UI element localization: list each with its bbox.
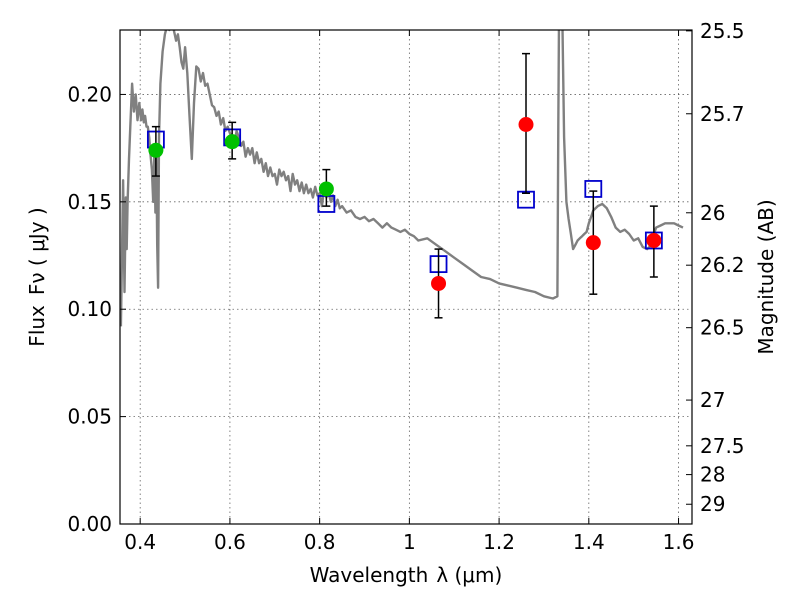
x-tick-label: 0.4 (124, 530, 156, 554)
markers-layer (146, 52, 663, 319)
y-axis-label-word: Flux (25, 305, 49, 347)
measured-point (646, 232, 662, 248)
y-tick-label: 0.00 (67, 512, 112, 536)
x-tick-label: 1.6 (663, 530, 695, 554)
mag-tick-label: 27.5 (700, 434, 745, 458)
mag-tick-label: 26 (700, 201, 725, 225)
mag-tick-label: 28 (700, 463, 725, 487)
mag-tick-label: 25.5 (700, 19, 745, 43)
measured-point (518, 117, 534, 133)
x-tick-label: 1.2 (483, 530, 515, 554)
y2-axis-label: Magnitude (AB) (754, 199, 778, 354)
y-tick-label: 0.15 (67, 190, 112, 214)
mag-tick-label: 25.7 (700, 102, 745, 126)
model-sed-line (120, 30, 684, 327)
measured-point (148, 142, 164, 158)
mag-tick-label: 29 (700, 492, 725, 516)
x-axis-label: Wavelength λ (μm) (310, 563, 503, 587)
y-tick-label: 0.05 (67, 405, 112, 429)
measured-point (431, 275, 447, 291)
y-tick-label: 0.10 (67, 297, 112, 321)
y-axis-label-symbol: Fν ( μJy ) (25, 207, 49, 295)
y-tick-label: 0.20 (67, 82, 112, 106)
grid-layer (120, 30, 692, 525)
x-axis-label-word: Wavelength (310, 563, 429, 587)
measured-point (318, 181, 334, 197)
mag-tick-label: 26.5 (700, 316, 745, 340)
mag-tick-label: 27 (700, 388, 725, 412)
y-axis-label: Flux Fν ( μJy ) (25, 207, 49, 346)
x-tick-label: 0.8 (304, 530, 336, 554)
measured-point (585, 235, 601, 251)
model-photometry-square (517, 190, 535, 209)
x-axis-label-symbol: λ (μm) (436, 563, 502, 587)
x-tick-label: 0.6 (214, 530, 246, 554)
measured-point (224, 134, 240, 150)
x-tick-label: 1 (403, 530, 416, 554)
model-sed-layer (120, 30, 684, 327)
plot-frame (119, 29, 693, 525)
mag-tick-label: 26.2 (700, 253, 745, 277)
x-tick-label: 1.4 (573, 530, 605, 554)
ticks-layer: 0.4 0.6 0.8 1 1.2 1.4 1.6 0.00 0.05 0.10 0.15 0.20 2… (67, 19, 744, 554)
